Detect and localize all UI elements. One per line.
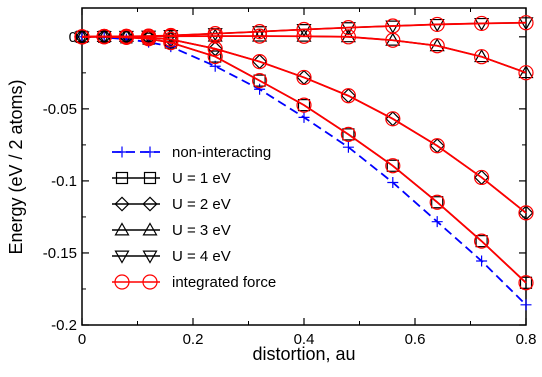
legend: non-interacting U = 1 eV U = 2 eV U = 3 eV U… <box>112 144 276 291</box>
y-tick-label: -0.1 <box>51 173 77 190</box>
point-integrated-force <box>474 233 490 249</box>
legend-marker-u-4-ev <box>142 250 158 264</box>
legend-marker-u-2-ev <box>114 196 130 212</box>
point-integrated-force <box>429 138 445 154</box>
x-tick-label: 0.6 <box>405 331 426 348</box>
point-integrated-force <box>340 29 356 45</box>
series-layer <box>74 15 534 311</box>
point-integrated-force <box>518 15 534 31</box>
legend-marker-u-4-ev <box>114 250 130 264</box>
y-tick-label: -0.2 <box>51 317 77 334</box>
point-integrated-force <box>429 38 445 54</box>
series-line-integrated-force <box>82 35 527 284</box>
legend-marker-non-interacting <box>144 146 156 158</box>
point-integrated-force <box>385 158 401 174</box>
point-integrated-force <box>340 88 356 104</box>
point-u-1-ev <box>253 74 266 87</box>
point-non-interacting <box>342 141 354 153</box>
legend-marker-u-3-ev <box>142 222 158 236</box>
point-non-interacting <box>298 111 310 123</box>
point-u-1-ev <box>297 99 311 112</box>
point-integrated-force <box>118 28 135 44</box>
point-integrated-force <box>163 27 179 44</box>
point-integrated-force <box>96 28 112 45</box>
point-non-interacting <box>254 83 266 95</box>
point-integrated-force <box>74 29 90 45</box>
x-tick-label: 0.4 <box>294 331 315 348</box>
point-integrated-force <box>252 28 268 44</box>
x-axis-title: distortion, au <box>252 344 355 364</box>
legend-marker-u-1-ev <box>143 171 157 185</box>
point-u-1-ev <box>431 196 444 209</box>
point-integrated-force <box>518 275 534 291</box>
y-tick-label: -0.15 <box>43 245 77 262</box>
series-line-integrated-force <box>81 21 527 38</box>
axis-ticks: 0 0.2 0.4 0.6 0.8 0 -0.05 -0.1 -0.15 -0.2 <box>43 8 537 348</box>
legend-label-u-3-ev: U = 3 eV <box>172 222 231 239</box>
series-line-u-1-ev <box>82 36 527 284</box>
point-non-interacting <box>387 176 399 188</box>
x-tick-label: 0.8 <box>516 331 537 348</box>
point-integrated-force <box>474 15 490 32</box>
point-integrated-force <box>474 169 490 186</box>
point-u-1-ev <box>342 128 355 141</box>
series-line-u-2-ev <box>81 35 527 214</box>
point-integrated-force <box>340 126 356 142</box>
point-non-interacting <box>476 255 488 267</box>
legend-label-non-interacting: non-interacting <box>172 144 271 161</box>
point-non-interacting <box>520 299 532 311</box>
legend-marker-u-3-ev <box>114 222 130 236</box>
point-integrated-force <box>385 18 401 34</box>
y-tick-label: -0.05 <box>43 101 77 118</box>
point-integrated-force <box>518 65 534 81</box>
point-integrated-force <box>141 28 157 44</box>
legend-label-u-4-ev: U = 4 eV <box>172 248 231 265</box>
legend-label-u-1-ev: U = 1 eV <box>172 170 231 187</box>
point-integrated-force <box>429 16 445 33</box>
legend-label-u-2-ev: U = 2 eV <box>172 196 231 213</box>
point-non-interacting <box>431 216 443 228</box>
point-integrated-force <box>296 21 312 38</box>
point-integrated-force <box>252 73 268 89</box>
legend-marker-u-1-ev <box>115 171 129 185</box>
legend-marker-integrated-force <box>142 274 158 290</box>
point-integrated-force <box>163 31 179 48</box>
point-integrated-force <box>207 41 223 57</box>
point-u-1-ev <box>209 50 222 63</box>
point-integrated-force <box>429 194 445 210</box>
y-tick-label: 0 <box>69 29 77 46</box>
point-integrated-force <box>252 24 268 40</box>
point-integrated-force <box>385 111 401 127</box>
point-integrated-force <box>518 205 534 221</box>
legend-marker-integrated-force <box>114 274 130 290</box>
point-integrated-force <box>340 19 356 36</box>
point-u-1-ev <box>519 276 533 289</box>
point-integrated-force <box>296 97 312 113</box>
x-tick-label: 0 <box>78 331 86 348</box>
legend-marker-u-2-ev <box>142 196 158 212</box>
point-integrated-force <box>296 69 312 86</box>
point-u-1-ev <box>475 235 488 248</box>
y-axis-title: Energy (eV / 2 atoms) <box>6 79 26 254</box>
point-integrated-force <box>207 26 223 42</box>
legend-marker-non-interacting <box>116 146 128 158</box>
x-tick-label: 0.2 <box>183 331 204 348</box>
plot-frame <box>81 7 527 326</box>
series-line-integrated-force <box>81 35 527 214</box>
point-integrated-force <box>474 49 490 65</box>
point-integrated-force <box>252 54 268 70</box>
legend-label-integrated-force: integrated force <box>172 274 276 291</box>
point-u-1-ev <box>386 159 399 172</box>
